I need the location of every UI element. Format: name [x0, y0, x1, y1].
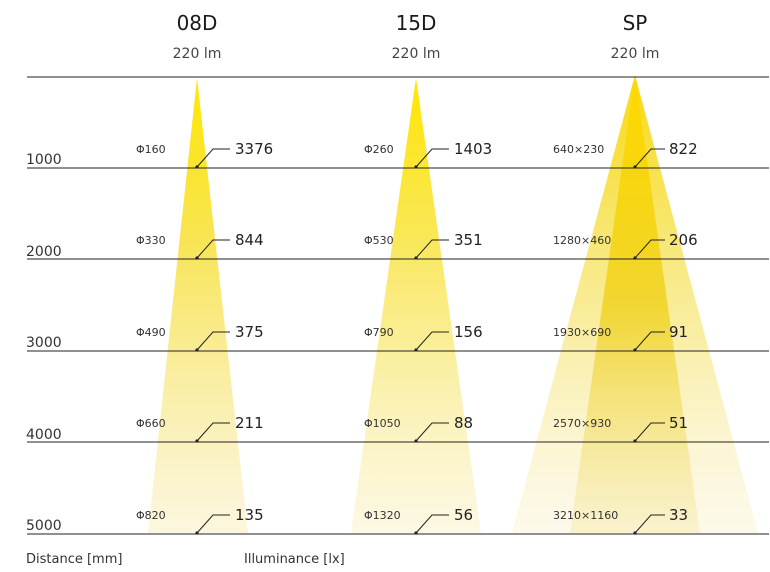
beam-sp-narrow — [570, 75, 700, 533]
distance-label: 1000 — [26, 152, 62, 168]
leader-line — [634, 422, 665, 442]
leader-line — [634, 331, 665, 351]
leader-line — [196, 422, 230, 442]
leader-line — [196, 514, 230, 534]
beam-size-label: 1280×460 — [553, 234, 611, 247]
leader-line — [415, 514, 449, 534]
illuminance-value: 1403 — [454, 140, 492, 158]
column-lumen-sp: 220 lm — [611, 46, 660, 62]
beam-size-label: 640×230 — [553, 143, 604, 156]
illuminance-value: 206 — [669, 231, 698, 249]
leader-line — [415, 422, 449, 442]
leader-line — [634, 239, 665, 259]
leader-line — [634, 514, 665, 534]
leader-line — [415, 331, 449, 351]
leader-line — [415, 239, 449, 259]
illuminance-value: 3376 — [235, 140, 273, 158]
beam-diameter-label: Φ160 — [136, 143, 166, 156]
beam-diameter-label: Φ820 — [136, 509, 166, 522]
leader-line — [196, 331, 230, 351]
beam-diameter-label: Φ660 — [136, 417, 166, 430]
column-title-sp: SP — [623, 11, 648, 35]
beam-15d — [351, 78, 481, 533]
illuminance-value: 375 — [235, 323, 264, 341]
leader-line — [634, 148, 665, 168]
illuminance-value: 211 — [235, 414, 264, 432]
beam-size-label: 2570×930 — [553, 417, 611, 430]
distance-label: 5000 — [26, 518, 62, 534]
illuminance-value: 844 — [235, 231, 264, 249]
leaders — [196, 148, 665, 534]
illuminance-value: 33 — [669, 506, 688, 524]
illuminance-value: 51 — [669, 414, 688, 432]
beam-diameter-label: Φ1050 — [364, 417, 401, 430]
column-title-15d: 15D — [396, 11, 437, 35]
column-lumen-08d: 220 lm — [173, 46, 222, 62]
illuminance-value: 156 — [454, 323, 483, 341]
illuminance-axis-label: Illuminance [lx] — [244, 552, 345, 567]
illuminance-value: 135 — [235, 506, 264, 524]
distance-axis-label: Distance [mm] — [26, 552, 122, 567]
leader-line — [196, 239, 230, 259]
leader-dots — [195, 165, 637, 535]
distance-label: 2000 — [26, 244, 62, 260]
column-lumen-15d: 220 lm — [392, 46, 441, 62]
beam-diameter-label: Φ490 — [136, 326, 166, 339]
beam-size-label: 3210×1160 — [553, 509, 618, 522]
beam-diameter-label: Φ330 — [136, 234, 166, 247]
leader-line — [196, 148, 230, 168]
beam-diameter-label: Φ260 — [364, 143, 394, 156]
beam-diameter-label: Φ530 — [364, 234, 394, 247]
illuminance-value: 822 — [669, 140, 698, 158]
illuminance-value: 56 — [454, 506, 473, 524]
illuminance-value: 351 — [454, 231, 483, 249]
distance-label: 3000 — [26, 335, 62, 351]
leader-line — [415, 148, 449, 168]
beam-size-label: 1930×690 — [553, 326, 611, 339]
beam-diameter-label: Φ790 — [364, 326, 394, 339]
distance-label: 4000 — [26, 427, 62, 443]
beam-diameter-label: Φ1320 — [364, 509, 401, 522]
beam-08d — [148, 78, 248, 533]
illuminance-value: 88 — [454, 414, 473, 432]
illuminance-value: 91 — [669, 323, 688, 341]
column-title-08d: 08D — [177, 11, 218, 35]
